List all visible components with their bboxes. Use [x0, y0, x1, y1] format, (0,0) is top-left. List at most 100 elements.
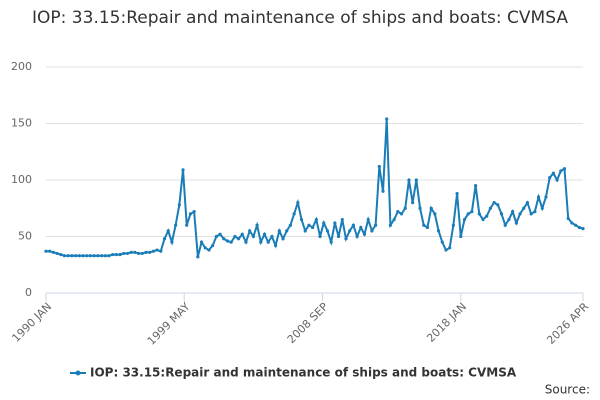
data-point — [344, 237, 348, 241]
data-point — [544, 195, 548, 199]
data-point — [199, 240, 204, 244]
data-point — [329, 240, 333, 244]
legend-label: IOP: 33.15:Repair and maintenance of shi… — [90, 366, 517, 380]
y-tick-label: 200 — [11, 60, 32, 73]
data-point — [340, 217, 344, 222]
data-point — [125, 251, 130, 256]
data-point — [74, 254, 78, 258]
data-point — [92, 254, 96, 258]
legend-marker — [75, 370, 81, 376]
data-point — [481, 217, 485, 222]
data-point — [370, 229, 374, 233]
data-point — [292, 212, 296, 216]
data-point — [229, 240, 233, 244]
x-tick-label: 2008 SEP — [285, 300, 331, 346]
data-point — [503, 223, 507, 227]
source: Source: — [545, 383, 590, 397]
data-point — [114, 252, 118, 257]
data-point — [555, 178, 559, 182]
data-point — [451, 223, 455, 227]
data-point — [566, 216, 570, 221]
data-point — [162, 237, 167, 241]
data-point — [248, 229, 252, 233]
data-point — [511, 210, 515, 214]
data-point — [136, 251, 141, 256]
data-point — [85, 254, 89, 258]
data-point — [192, 210, 196, 214]
chart-title: IOP: 33.15:Repair and maintenance of shi… — [32, 8, 568, 28]
data-point — [499, 212, 504, 216]
data-point — [314, 217, 318, 222]
data-point — [281, 237, 285, 241]
data-point — [477, 212, 481, 216]
data-point — [525, 201, 530, 205]
data-point — [255, 223, 259, 227]
data-point — [570, 221, 574, 225]
y-tick-label: 150 — [11, 117, 32, 130]
data-point — [392, 217, 396, 222]
data-point — [207, 248, 211, 252]
data-point — [485, 214, 489, 218]
data-point — [51, 250, 56, 254]
data-point — [540, 206, 544, 210]
data-point — [529, 212, 533, 216]
data-point — [66, 254, 70, 258]
data-point — [288, 223, 293, 227]
data-point — [396, 210, 400, 214]
data-point — [285, 229, 289, 233]
data-point — [522, 206, 526, 210]
data-point — [411, 201, 415, 205]
data-point — [581, 226, 585, 231]
data-point — [151, 249, 155, 253]
data-point — [103, 254, 107, 258]
data-point — [196, 255, 200, 259]
data-point — [559, 169, 563, 173]
data-point — [366, 217, 370, 222]
data-point — [240, 232, 244, 236]
data-point — [318, 234, 322, 239]
data-point — [48, 249, 52, 253]
x-tick-label: 1990 JAN — [9, 300, 54, 345]
data-point — [144, 250, 148, 254]
data-point — [466, 212, 470, 216]
data-point — [59, 252, 63, 257]
data-point — [385, 117, 389, 121]
data-point — [429, 206, 433, 210]
x-tick-label: 2026 APR — [544, 300, 591, 347]
data-point — [203, 246, 207, 250]
data-point — [459, 234, 463, 239]
data-point — [133, 250, 137, 254]
data-point — [414, 178, 418, 182]
data-point — [266, 240, 270, 244]
data-point — [296, 201, 300, 205]
data-point — [77, 254, 81, 258]
y-tick-label: 0 — [25, 286, 32, 299]
y-tick-label: 100 — [11, 173, 32, 186]
data-point — [55, 251, 59, 256]
data-point — [159, 249, 163, 253]
data-point — [325, 229, 330, 233]
data-point — [81, 254, 85, 258]
data-point — [407, 178, 411, 182]
data-point — [548, 176, 552, 180]
data-point — [166, 229, 170, 233]
data-point — [507, 217, 511, 222]
data-point — [359, 225, 363, 230]
data-point — [374, 223, 378, 227]
data-point — [155, 248, 159, 252]
data-point — [455, 191, 459, 196]
data-point — [425, 225, 430, 230]
data-point — [262, 232, 267, 236]
data-point — [348, 229, 352, 233]
data-point — [62, 254, 67, 258]
data-point — [307, 223, 311, 227]
data-point — [244, 240, 248, 244]
data-point — [181, 168, 185, 172]
data-point — [299, 217, 304, 222]
data-point — [444, 248, 448, 252]
data-point — [225, 239, 230, 243]
data-point — [236, 237, 241, 241]
data-point — [99, 254, 104, 258]
data-point — [270, 234, 274, 239]
